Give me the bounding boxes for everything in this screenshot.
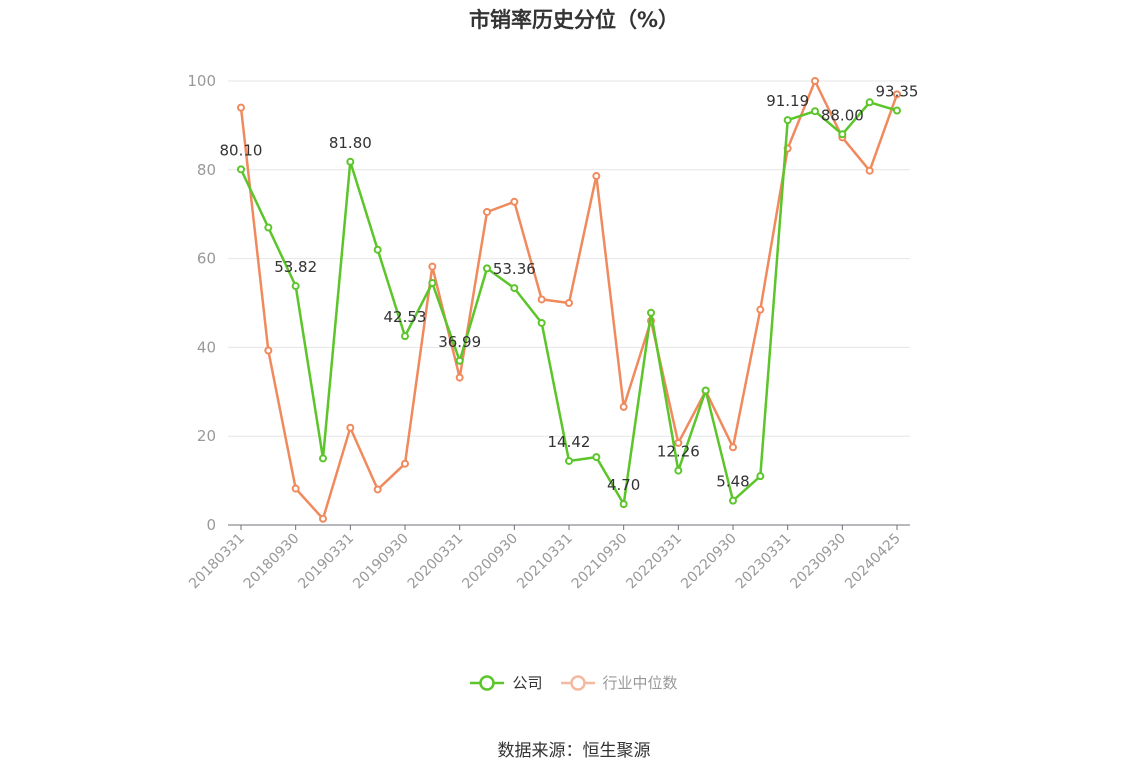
x-tick-label: 20210331: [514, 531, 576, 593]
data-label: 42.53: [384, 308, 427, 326]
data-point-industry[interactable]: [291, 484, 300, 493]
data-label: 88.00: [821, 106, 864, 124]
data-point-industry[interactable]: [319, 514, 327, 523]
data-label: 5.48: [716, 473, 749, 491]
x-tick-label: 20230331: [733, 531, 795, 593]
data-point-industry[interactable]: [565, 299, 573, 307]
x-tick-label: 20240425: [842, 531, 904, 593]
y-tick-label: 0: [206, 516, 216, 534]
data-point-industry[interactable]: [373, 485, 382, 494]
data-point-company[interactable]: [674, 466, 683, 475]
data-point-company[interactable]: [565, 456, 573, 465]
x-tick-label: 20230930: [787, 531, 849, 593]
x-tick-label: 20200930: [459, 531, 521, 593]
data-point-company[interactable]: [811, 107, 819, 116]
legend-industry-marker: [560, 674, 595, 691]
x-tick-label: 20190930: [350, 531, 412, 593]
data-point-industry[interactable]: [592, 172, 601, 181]
data-point-industry[interactable]: [811, 77, 819, 85]
data-point-company[interactable]: [865, 98, 874, 107]
data-point-industry[interactable]: [537, 295, 546, 304]
x-tick-label: 20180331: [186, 531, 248, 593]
data-point-company[interactable]: [346, 157, 355, 166]
y-tick-label: 60: [197, 250, 216, 268]
data-point-company[interactable]: [592, 453, 601, 462]
data-point-company[interactable]: [373, 245, 382, 254]
data-point-company[interactable]: [264, 223, 273, 232]
data-label: 4.70: [607, 476, 640, 494]
data-point-industry[interactable]: [510, 197, 519, 206]
data-point-industry[interactable]: [865, 166, 874, 175]
y-tick-label: 40: [197, 338, 216, 356]
data-point-industry[interactable]: [264, 346, 273, 355]
chart-title: 市销率历史分位（%）: [468, 8, 680, 32]
legend-company-marker: [470, 674, 505, 691]
series-layer: [237, 77, 901, 523]
data-point-industry[interactable]: [756, 305, 765, 314]
data-label: 53.82: [274, 258, 317, 276]
data-point-industry[interactable]: [619, 402, 628, 411]
legend-industry-label: 行业中位数: [602, 674, 678, 692]
x-tick-label: 20220331: [623, 531, 685, 593]
data-point-company[interactable]: [237, 165, 245, 174]
data-point-company[interactable]: [291, 282, 300, 291]
data-point-industry[interactable]: [346, 423, 355, 432]
data-label: 91.19: [766, 92, 809, 110]
data-point-company[interactable]: [510, 284, 519, 293]
data-point-company[interactable]: [783, 116, 792, 125]
data-label: 80.10: [220, 141, 263, 159]
x-tick-label: 20200331: [405, 531, 467, 593]
data-label: 81.80: [329, 134, 372, 152]
data-point-industry[interactable]: [455, 373, 464, 382]
data-point-company[interactable]: [319, 454, 327, 463]
data-point-company[interactable]: [537, 318, 546, 327]
data-point-company[interactable]: [428, 279, 437, 288]
y-tick-label: 100: [187, 72, 216, 90]
data-labels: 80.10 53.82 81.80 42.53 36.99 53.36 14.42 4.70 1…: [220, 83, 919, 495]
data-point-industry[interactable]: [237, 103, 245, 112]
data-point-company[interactable]: [701, 386, 710, 395]
data-label: 14.42: [548, 433, 591, 451]
data-label: 53.36: [493, 260, 536, 278]
source-note: 数据来源：恒生聚源: [497, 741, 651, 761]
x-tick-label: 20220930: [678, 531, 740, 593]
data-label: 12.26: [657, 443, 700, 461]
data-point-company[interactable]: [756, 472, 765, 481]
legend: 公司 行业中位数: [0, 672, 1148, 693]
legend-item-industry[interactable]: 行业中位数: [560, 672, 678, 693]
data-point-company[interactable]: [838, 130, 847, 139]
data-point-industry[interactable]: [674, 438, 683, 447]
legend-item-company[interactable]: 公司: [470, 672, 543, 693]
data-point-industry[interactable]: [428, 262, 437, 271]
data-point-company[interactable]: [483, 264, 491, 273]
data-point-company[interactable]: [401, 332, 409, 341]
data-point-company[interactable]: [619, 500, 628, 509]
data-point-company[interactable]: [893, 106, 901, 115]
data-point-industry[interactable]: [729, 443, 737, 452]
data-point-industry[interactable]: [483, 207, 491, 216]
data-point-company[interactable]: [455, 356, 464, 365]
data-point-company[interactable]: [647, 308, 655, 317]
x-tick-label: 20210930: [569, 531, 631, 593]
legend-company-label: 公司: [512, 674, 543, 692]
y-tick-label: 80: [197, 161, 216, 179]
y-tick-label: 20: [197, 427, 216, 445]
axes: 0 20 40 60 80 100 2018033120180930201903312019…: [186, 72, 910, 592]
data-label: 93.35: [876, 83, 919, 101]
x-tick-label: 20180930: [241, 531, 303, 593]
data-label: 36.99: [438, 333, 481, 351]
data-point-company[interactable]: [729, 496, 737, 505]
x-tick-label: 20190331: [295, 531, 357, 593]
data-point-industry[interactable]: [893, 90, 901, 99]
data-point-industry[interactable]: [401, 459, 409, 468]
